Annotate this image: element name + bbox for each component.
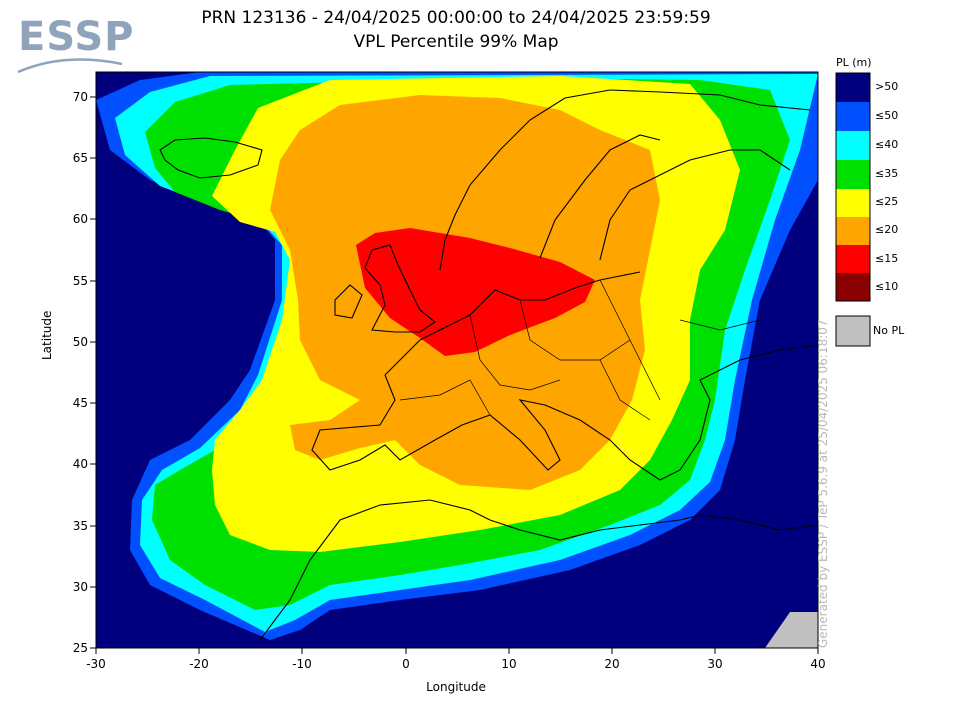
y-tick-label: 50: [73, 335, 88, 349]
x-tick-label: 40: [810, 657, 825, 671]
y-tick-label: 60: [73, 212, 88, 226]
legend-label: ≤50: [875, 109, 899, 122]
legend-label: >50: [875, 80, 899, 93]
contour-le15: [356, 228, 595, 356]
legend-swatch: [836, 273, 870, 301]
legend-label: ≤40: [875, 138, 899, 151]
y-axis-label: Latitude: [40, 310, 54, 360]
y-axis: 25 30 35 40 45 50 55 60 65 70: [73, 90, 96, 655]
scandinavia-coast: [439, 89, 811, 271]
coastlines: [159, 89, 818, 641]
no-pl-region: [765, 612, 818, 648]
x-tick-label: 30: [707, 657, 722, 671]
chart-title: PRN 123136 - 24/04/2025 00:00:00 to 24/0…: [201, 8, 711, 28]
legend-swatches: [835, 72, 871, 347]
legend-swatch: [836, 160, 870, 189]
legend-swatch: [836, 245, 870, 273]
y-tick-label: 45: [73, 396, 88, 410]
britain-coast: [334, 244, 436, 333]
logo-text: ESSP: [18, 14, 135, 60]
legend-label: ≤35: [875, 167, 899, 180]
legend-label: ≤20: [875, 223, 899, 236]
plot-frame: [95, 71, 819, 649]
x-tick-label: 20: [604, 657, 619, 671]
legend-title: PL (m): [836, 56, 872, 69]
legend-label: ≤15: [875, 252, 899, 265]
legend-swatch: [836, 189, 870, 217]
legend-swatch: [836, 102, 870, 131]
x-tick-label: 0: [402, 657, 410, 671]
y-tick-label: 25: [73, 641, 88, 655]
legend-label: ≤10: [875, 280, 899, 293]
y-tick-label: 70: [73, 90, 88, 104]
essp-logo: ESSP: [14, 10, 134, 82]
y-tick-label: 65: [73, 151, 88, 165]
borders: [399, 279, 761, 421]
legend-swatch: [836, 131, 870, 160]
legend-frame: [835, 72, 871, 302]
legend-swatch: [836, 73, 870, 102]
legend-swatch-no-pl: [835, 315, 871, 347]
y-tick-label: 55: [73, 274, 88, 288]
y-tick-label: 35: [73, 519, 88, 533]
y-tick-label: 40: [73, 457, 88, 471]
x-tick-label: -10: [292, 657, 312, 671]
x-tick-label: 10: [501, 657, 516, 671]
legend-swatch: [836, 217, 870, 245]
iceland-coast: [159, 137, 263, 179]
coverage-contours: [96, 72, 818, 648]
logo-swoosh-icon: [17, 58, 123, 74]
africa-coast: [259, 499, 818, 641]
legend-label: ≤25: [875, 195, 899, 208]
generation-credit: Generated by ESSP / TeP 5.6.9 at 25/04/2…: [816, 319, 830, 648]
chart-subtitle: VPL Percentile 99% Map: [353, 32, 559, 52]
y-tick-label: 30: [73, 580, 88, 594]
x-tick-label: -20: [189, 657, 209, 671]
x-axis-label: Longitude: [426, 680, 486, 694]
x-tick-label: -30: [86, 657, 106, 671]
x-axis: -30 -20 -10 0 10 20 30 40: [86, 648, 826, 671]
legend-label-no-pl: No PL: [873, 324, 905, 337]
